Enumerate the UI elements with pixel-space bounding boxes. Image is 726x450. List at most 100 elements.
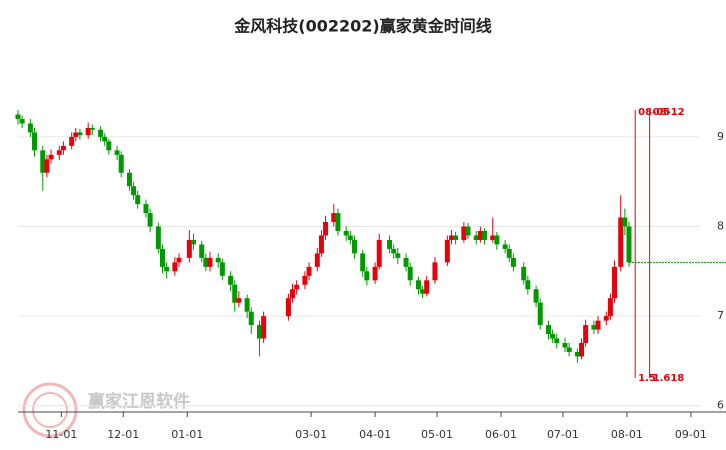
candle-body <box>48 154 54 160</box>
candle-body <box>364 271 370 281</box>
candle-body <box>351 239 357 254</box>
candle-body <box>537 302 543 326</box>
candle-body <box>545 325 551 335</box>
candle-body <box>360 253 366 272</box>
candle-body <box>27 123 33 133</box>
candle-body <box>69 136 75 146</box>
time-line-date: 08-05 <box>638 107 670 118</box>
candle-body <box>126 172 132 187</box>
candle-body <box>294 284 300 290</box>
x-tick-label: 05-01 <box>421 428 453 441</box>
candle-body <box>32 132 38 151</box>
candle-body <box>131 186 137 196</box>
candle-body <box>215 257 221 263</box>
watermark-logo <box>22 382 78 438</box>
candle-body <box>376 239 382 267</box>
candle-body <box>566 347 572 352</box>
x-tick-label: 08-01 <box>611 428 643 441</box>
candle-body <box>465 226 471 236</box>
time-line-ratio: 1.5 <box>638 373 656 384</box>
candle-body <box>407 266 413 281</box>
candle-body <box>525 280 531 290</box>
candle-body <box>314 253 320 267</box>
candle-body <box>155 226 161 249</box>
candle-body <box>102 136 108 142</box>
candle-body <box>143 204 149 214</box>
x-tick-label: 11-01 <box>45 428 77 441</box>
candle-body <box>554 338 560 344</box>
candle-body <box>77 132 83 136</box>
x-tick-label: 03-01 <box>295 428 327 441</box>
candle-body <box>232 284 238 303</box>
candle-body <box>521 266 527 281</box>
candle-body <box>562 343 568 348</box>
candle-body <box>323 222 329 236</box>
candle-body <box>257 325 263 339</box>
x-tick-label: 06-01 <box>485 428 517 441</box>
candle-body <box>473 235 479 240</box>
candle-body <box>56 150 62 155</box>
candle-body <box>207 257 213 267</box>
candle-body <box>40 150 46 173</box>
candle-body <box>343 231 349 236</box>
x-tick-label: 09-01 <box>675 428 707 441</box>
candle-body <box>533 289 539 303</box>
candle-body <box>502 244 508 249</box>
candle-body <box>236 298 242 303</box>
candle-body <box>318 235 324 254</box>
x-tick-label: 01-01 <box>171 428 203 441</box>
candle-body <box>403 257 409 267</box>
candle-body <box>579 343 585 357</box>
y-tick-label: 8 <box>717 220 724 233</box>
y-tick-label: 7 <box>717 309 724 322</box>
candle-body <box>285 298 291 317</box>
candle-body <box>44 159 50 173</box>
candle-body <box>494 235 500 245</box>
time-line-date: 08-12 <box>653 107 685 118</box>
candle-body <box>244 298 250 312</box>
candle-body <box>147 213 153 227</box>
candle-body <box>612 266 618 299</box>
candle-body <box>420 289 426 294</box>
chart-title: 金风科技(002202)赢家黄金时间线 <box>233 17 491 36</box>
candle-body <box>176 257 182 263</box>
candle-body <box>203 257 209 267</box>
candle-body <box>335 213 341 231</box>
candle-body <box>164 266 170 272</box>
candle-body <box>574 351 580 357</box>
candle-body <box>85 127 91 136</box>
candle-body <box>114 150 120 155</box>
candle-body <box>331 213 337 223</box>
candle-body <box>626 226 632 263</box>
candle-body <box>622 217 628 227</box>
candle-body <box>73 132 79 137</box>
candle-body <box>186 239 192 258</box>
candle-body <box>510 257 516 267</box>
x-tick-label: 07-01 <box>547 428 579 441</box>
candle-body <box>432 262 438 281</box>
candle-body <box>595 320 601 330</box>
candle-body <box>261 316 267 339</box>
candle-body <box>302 275 308 285</box>
candle-body <box>481 231 487 240</box>
candle-body <box>290 289 296 299</box>
candle-body <box>395 253 401 258</box>
candle-body <box>461 226 467 240</box>
candle-body <box>448 235 454 240</box>
candle-body <box>159 248 165 267</box>
candle-body <box>583 325 589 344</box>
candle-body <box>372 266 378 281</box>
candle-body <box>306 266 312 276</box>
candle-body <box>60 145 66 151</box>
time-line-ratio: 1.618 <box>653 373 685 384</box>
candle-body <box>506 248 512 258</box>
watermark: 赢家江恩软件 <box>88 391 190 412</box>
candle-body <box>15 114 21 119</box>
candle-body <box>199 244 205 258</box>
candle-body <box>219 262 225 276</box>
candle-body <box>591 325 597 330</box>
y-tick-label: 6 <box>717 399 724 412</box>
candle-body <box>98 129 104 137</box>
candle-body <box>550 334 556 339</box>
